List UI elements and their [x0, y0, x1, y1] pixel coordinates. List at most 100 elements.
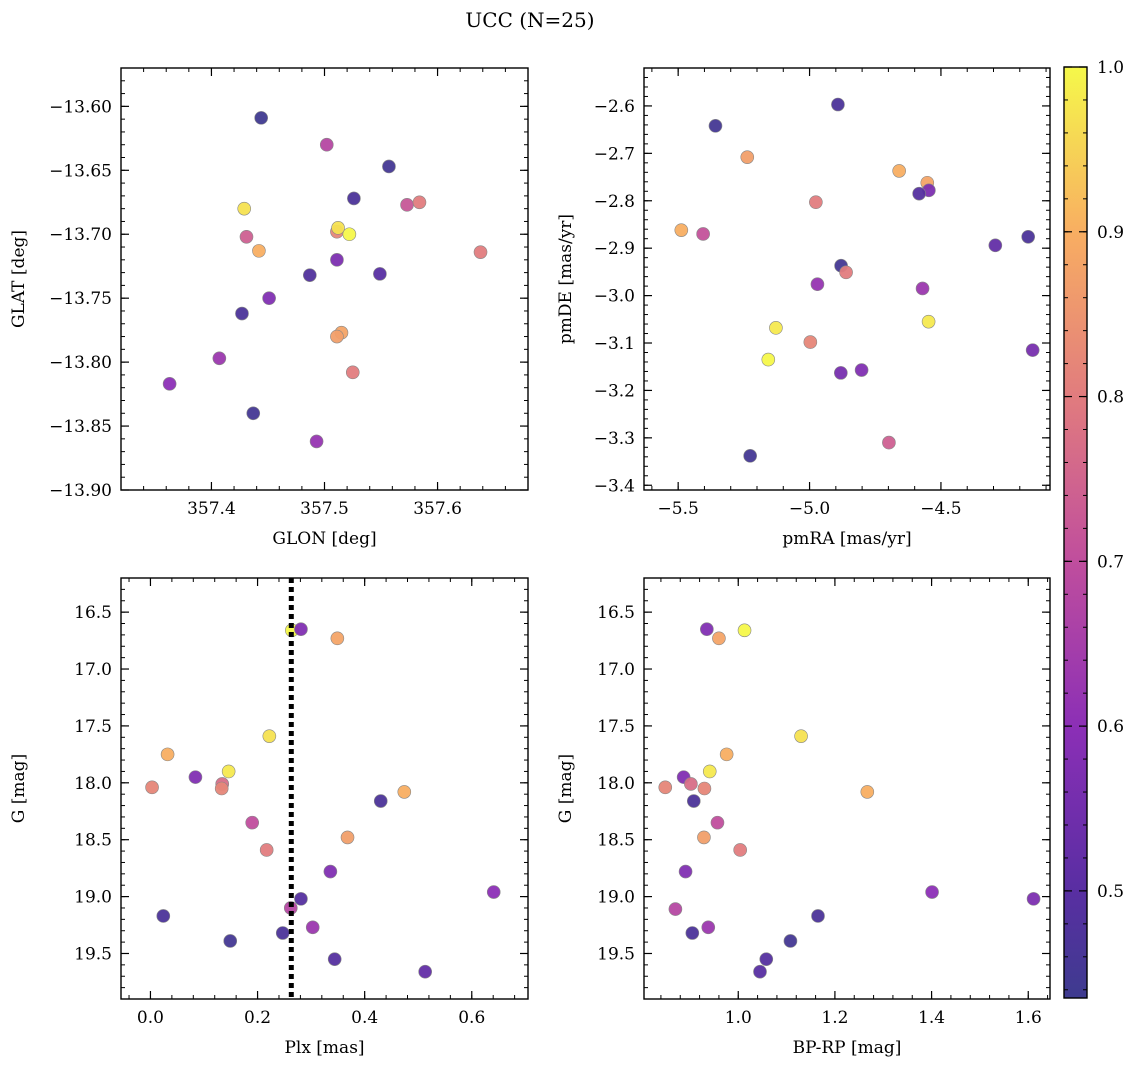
y-axis-label: pmDE [mas/yr] — [556, 214, 576, 344]
scatter-point — [811, 909, 825, 923]
colorbar-tick-label: 0.7 — [1097, 552, 1124, 572]
scatter-point — [412, 195, 427, 210]
x-tick-label: 0.4 — [351, 1008, 378, 1028]
y-tick-label: −13.65 — [49, 161, 112, 181]
scatter-point — [294, 892, 308, 906]
scatter-point — [710, 815, 725, 830]
scatter-point — [160, 747, 175, 762]
y-tick-label: −13.70 — [49, 225, 112, 245]
x-tick-label: 357.5 — [300, 499, 349, 519]
axes-frame — [120, 67, 529, 491]
y-axis-label: G [mag] — [9, 754, 29, 823]
scatter-point — [761, 352, 776, 367]
scatter-point — [700, 622, 714, 637]
scatter-point — [262, 729, 277, 743]
colorbar-tick-label: 1.0 — [1097, 58, 1124, 78]
scatter-point — [235, 306, 249, 321]
y-tick-label: 18.0 — [74, 774, 112, 794]
panel-glon-glat: 357.4 357.5 357.6 −13.60 −13.65 −13.70 −13.75 −… — [9, 67, 529, 549]
scatter-point — [347, 191, 361, 206]
scatter-points — [658, 622, 1041, 979]
y-tick-label: −13.85 — [49, 417, 112, 437]
y-axis-label: GLAT [deg] — [9, 230, 29, 328]
y-tick-label: 19.5 — [74, 944, 112, 964]
scatter-point — [331, 221, 345, 235]
y-tick-label: 19.0 — [74, 888, 112, 908]
colorbar-frame — [1063, 66, 1088, 999]
scatter-point — [340, 830, 355, 845]
scatter-point — [839, 265, 853, 280]
scatter-point — [988, 238, 1003, 253]
scatter-point — [188, 770, 203, 784]
scatter-point — [345, 365, 360, 380]
scatter-point — [1025, 343, 1040, 357]
scatter-point — [783, 934, 798, 948]
scatter-point — [697, 781, 712, 796]
scatter-point — [223, 934, 238, 948]
scatter-point — [1021, 230, 1035, 244]
x-tick-label: 357.6 — [413, 499, 462, 519]
scatter-point — [831, 97, 845, 112]
colorbar-tick-label: 0.8 — [1097, 388, 1124, 408]
scatter-point — [686, 794, 701, 808]
x-tick-label: 0.0 — [137, 1008, 164, 1028]
scatter-point — [658, 780, 673, 795]
scatter-point — [759, 952, 774, 966]
axes-frame — [643, 577, 1051, 1000]
scatter-point — [834, 366, 848, 380]
scatter-point — [701, 920, 716, 935]
x-tick-label: 1.6 — [1015, 1008, 1042, 1028]
scatter-point — [212, 351, 227, 366]
x-axis-label: Plx [mas] — [284, 1038, 364, 1058]
scatter-point — [708, 119, 723, 133]
scatter-point — [319, 137, 334, 152]
panel-bprp-g: 1.0 1.2 1.4 1.6 16.5 17.0 17.5 18.0 18.5 19.0 19.5… — [556, 577, 1051, 1058]
scatter-point — [882, 435, 896, 450]
y-tick-label: −3.1 — [594, 334, 635, 354]
scatter-point — [162, 377, 177, 391]
figure-title: UCC (N=25) — [465, 8, 594, 32]
minor-ticks — [121, 577, 528, 1000]
y-tick-label: −13.60 — [49, 97, 112, 117]
scatter-point — [275, 926, 290, 940]
scatter-point — [259, 843, 274, 857]
scatter-point — [860, 785, 875, 799]
y-tick-label: 18.5 — [597, 831, 635, 851]
panel-pmra-pmde: −5.5 −5.0 −4.5 −2.6 −2.7 −2.8 −2.9 −3.0 −3.1 −3.2… — [556, 67, 1051, 549]
y-tick-label: −3.3 — [594, 429, 635, 449]
y-tick-label: −13.75 — [49, 289, 112, 309]
scatter-point — [921, 314, 936, 329]
y-tick-label: 18.5 — [74, 831, 112, 851]
scatter-point — [323, 864, 338, 879]
scatter-point — [237, 201, 252, 216]
scatter-point — [486, 885, 501, 899]
scatter-point — [674, 223, 689, 237]
y-tick-label: 19.5 — [597, 944, 635, 964]
scatter-point — [809, 195, 823, 209]
scatter-point — [309, 434, 324, 449]
scatter-point — [156, 909, 171, 923]
scatter-point — [697, 830, 711, 845]
scatter-point — [327, 952, 342, 966]
y-tick-label: 17.5 — [597, 717, 635, 737]
scatter-point — [803, 335, 818, 349]
scatter-point — [254, 111, 268, 125]
scatter-points — [145, 622, 501, 979]
scatter-point — [245, 815, 260, 830]
scatter-point — [262, 291, 276, 305]
scatter-point — [737, 623, 752, 638]
scatter-point — [678, 864, 693, 879]
scatter-point — [373, 267, 387, 281]
scatter-point — [702, 764, 717, 779]
scatter-point — [753, 964, 767, 979]
x-tick-label: 0.6 — [458, 1008, 485, 1028]
x-tick-label: −5.0 — [789, 499, 830, 519]
x-tick-label: −4.5 — [920, 499, 961, 519]
scatter-point — [221, 764, 236, 779]
colorbar: 0.5 0.6 0.7 0.8 0.9 1.0 — [1063, 58, 1124, 999]
scatter-point — [330, 253, 344, 267]
scatter-point — [854, 363, 869, 377]
scatter-point — [303, 268, 317, 282]
scatter-point — [733, 843, 747, 857]
